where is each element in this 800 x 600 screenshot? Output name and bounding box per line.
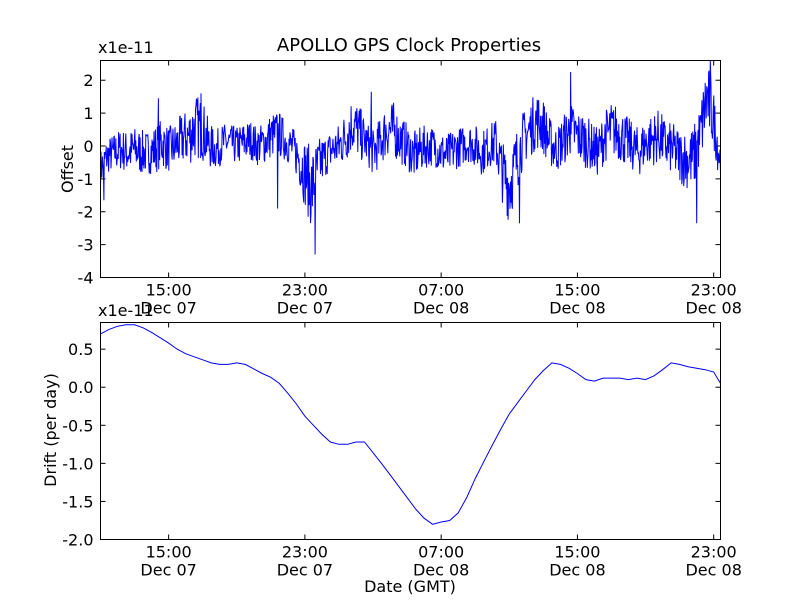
top-x-tick-time: 23:00 [282, 281, 328, 300]
bottom-y-tick-label: -2.0 [62, 531, 93, 550]
top-plot-frame [100, 60, 721, 278]
bottom-drift-series [100, 324, 721, 525]
top-y-multiplier: x1e-11 [98, 38, 154, 57]
top-series-line [100, 60, 721, 255]
top-x-tick-date: Dec 08 [685, 299, 741, 318]
top-x-tick-date: Dec 08 [549, 299, 605, 318]
bottom-x-tick-date: Dec 08 [549, 561, 605, 580]
bottom-x-tick-time: 15:00 [554, 543, 600, 562]
top-x-tick-time: 23:00 [691, 281, 737, 300]
bottom-plot-frame [100, 322, 721, 540]
bottom-y-tick-label: 0.5 [68, 340, 93, 359]
bottom-x-tick-time: 15:00 [146, 543, 192, 562]
top-y-tick-label: 2 [83, 71, 93, 90]
bottom-x-tick-date: Dec 08 [413, 561, 469, 580]
bottom-x-tick-time: 07:00 [418, 543, 464, 562]
top-y-tick-label: -1 [78, 170, 94, 189]
top-x-tick-time: 15:00 [146, 281, 192, 300]
bottom-x-tick-date: Dec 07 [277, 561, 333, 580]
bottom-y-tick-label: -1.5 [62, 492, 93, 511]
bottom-x-tick-time: 23:00 [691, 543, 737, 562]
chart-title: APOLLO GPS Clock Properties [277, 35, 541, 56]
top-x-tick-time: 15:00 [554, 281, 600, 300]
bottom-y-tick-label: -0.5 [62, 416, 93, 435]
top-y-tick-label: 0 [83, 137, 93, 156]
bottom-x-tick-date: Dec 08 [685, 561, 741, 580]
top-y-tick-label: 1 [83, 104, 93, 123]
bottom-y-axis-label: Drift (per day) [41, 373, 60, 487]
top-offset-series [100, 60, 721, 255]
top-y-tick-label: -2 [78, 203, 94, 222]
top-x-tick-date: Dec 08 [413, 299, 469, 318]
top-x-tick-date: Dec 07 [277, 299, 333, 318]
top-x-tick-time: 07:00 [418, 281, 464, 300]
bottom-y-tick-label: 0.0 [68, 378, 93, 397]
top-y-axis-label: Offset [58, 145, 77, 193]
bottom-x-tick-time: 23:00 [282, 543, 328, 562]
bottom-x-axis-label: Date (GMT) [364, 577, 456, 596]
top-x-tick-date: Dec 07 [140, 299, 196, 318]
bottom-series-line [100, 324, 721, 525]
top-y-tick-label: -3 [78, 236, 94, 255]
bottom-y-multiplier: x1e-11 [98, 301, 154, 320]
bottom-y-tick-label: -1.0 [62, 454, 93, 473]
top-y-tick-label: -4 [78, 269, 94, 288]
bottom-x-tick-date: Dec 07 [140, 561, 196, 580]
